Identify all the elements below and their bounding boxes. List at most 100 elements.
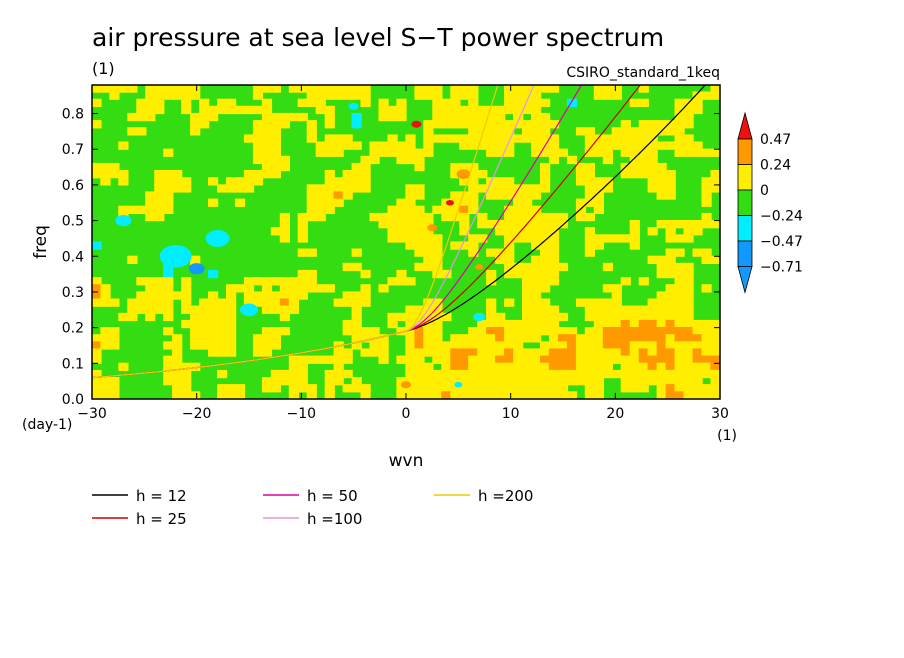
field-cell xyxy=(163,362,174,371)
field-cell xyxy=(288,362,299,371)
field-cell xyxy=(432,341,443,350)
field-cell xyxy=(243,298,255,307)
field-cell xyxy=(540,298,551,307)
field-cell xyxy=(548,148,560,157)
field-cell xyxy=(145,105,156,115)
field-cell xyxy=(674,341,685,350)
field-cell xyxy=(306,212,317,222)
field-cell xyxy=(674,384,685,393)
field-cell xyxy=(414,248,425,257)
field-cell xyxy=(324,284,335,293)
colorbar-segment xyxy=(737,138,753,165)
field-cell xyxy=(405,198,416,207)
field-cell xyxy=(199,319,210,329)
field-cell xyxy=(459,85,470,93)
field-cell xyxy=(414,220,425,229)
field-cell xyxy=(199,98,210,107)
field-cell xyxy=(360,85,371,93)
field-blob xyxy=(427,224,438,232)
field-cell xyxy=(450,205,461,214)
field-cell xyxy=(450,120,461,129)
field-cell xyxy=(306,284,317,293)
field-cell xyxy=(522,262,533,272)
field-cell xyxy=(297,269,308,279)
field-cell xyxy=(504,127,515,136)
field-cell xyxy=(602,369,613,379)
field-cell xyxy=(575,348,587,357)
field-cell xyxy=(656,319,667,329)
field-cell xyxy=(432,391,443,399)
field-cell xyxy=(270,134,281,143)
field-cell xyxy=(288,369,299,379)
field-blob xyxy=(159,245,192,268)
field-cell xyxy=(432,384,443,393)
field-cell xyxy=(665,312,676,322)
field-cell xyxy=(270,327,281,336)
field-cell xyxy=(593,184,604,193)
field-cell xyxy=(405,355,416,364)
field-cell xyxy=(495,112,506,122)
field-cell xyxy=(575,377,587,386)
field-cell xyxy=(656,377,667,386)
field-cell xyxy=(683,141,694,150)
field-cell xyxy=(540,391,551,399)
unit-label: (1) xyxy=(92,59,115,78)
field-cell xyxy=(683,369,694,379)
contour-field xyxy=(92,85,720,399)
field-cell xyxy=(513,369,524,379)
field-cell xyxy=(181,369,192,379)
field-cell xyxy=(441,120,452,129)
field-cell xyxy=(145,98,156,107)
field-cell xyxy=(593,355,604,364)
field-cell xyxy=(306,277,317,286)
field-cell xyxy=(378,141,389,150)
field-cell xyxy=(468,85,479,93)
field-cell xyxy=(100,334,111,343)
field-cell xyxy=(531,362,542,371)
field-cell xyxy=(163,198,174,207)
field-cell xyxy=(557,312,569,322)
field-cell xyxy=(342,327,353,336)
field-cell xyxy=(629,369,640,379)
field-cell xyxy=(163,262,174,272)
field-cell xyxy=(351,291,362,300)
field-cell xyxy=(665,127,676,136)
field-cell xyxy=(288,355,299,364)
field-cell xyxy=(656,170,667,179)
field-cell xyxy=(656,305,667,314)
field-cell xyxy=(629,319,640,329)
field-cell xyxy=(324,141,335,150)
field-cell xyxy=(557,391,569,399)
field-cell xyxy=(432,348,443,357)
field-cell xyxy=(163,277,174,286)
field-cell xyxy=(602,155,613,165)
field-cell xyxy=(163,191,174,200)
field-cell xyxy=(154,298,165,307)
field-cell xyxy=(540,120,551,129)
field-cell xyxy=(450,355,461,364)
field-cell xyxy=(369,148,380,157)
field-cell xyxy=(683,391,694,399)
field-cell xyxy=(288,305,299,314)
field-cell xyxy=(333,91,344,100)
field-cell xyxy=(261,384,273,393)
field-cell xyxy=(270,377,281,386)
field-cell xyxy=(297,234,308,243)
field-cell xyxy=(602,334,613,343)
field-cell xyxy=(683,120,694,129)
field-cell xyxy=(647,312,658,322)
field-cell xyxy=(163,205,174,214)
field-cell xyxy=(504,319,515,329)
field-cell xyxy=(540,234,551,243)
field-cell xyxy=(92,334,102,343)
field-cell xyxy=(208,198,219,207)
field-cell xyxy=(252,348,264,357)
field-cell xyxy=(611,127,622,136)
field-cell xyxy=(163,184,174,193)
field-cell xyxy=(297,362,308,371)
field-cell xyxy=(432,262,443,272)
field-cell xyxy=(414,212,425,222)
field-cell xyxy=(423,384,434,393)
field-cell xyxy=(504,191,515,200)
field-cell xyxy=(656,177,667,186)
